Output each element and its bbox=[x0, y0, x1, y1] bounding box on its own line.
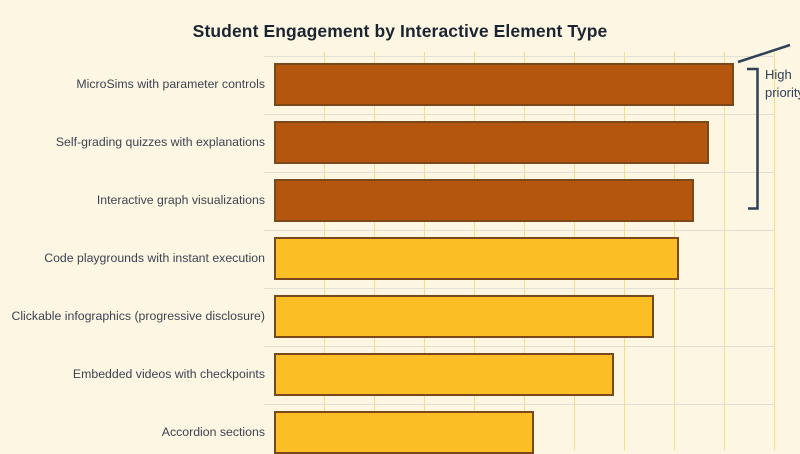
category-label: Interactive graph visualizations bbox=[96, 192, 265, 207]
gridline-horizontal bbox=[264, 229, 775, 231]
gridline-horizontal bbox=[264, 55, 775, 57]
gridline-vertical bbox=[774, 52, 775, 450]
category-label: MicroSims with parameter controls bbox=[76, 76, 265, 91]
category-label: Accordion sections bbox=[161, 424, 265, 439]
annotation-label: High priority bbox=[765, 66, 800, 101]
bar bbox=[274, 121, 709, 164]
category-label: Code playgrounds with instant execution bbox=[44, 250, 265, 265]
gridline-horizontal bbox=[264, 171, 775, 173]
annotation-bracket bbox=[747, 67, 759, 210]
bar bbox=[274, 63, 734, 106]
gridline-horizontal bbox=[264, 403, 775, 405]
category-label: Self-grading quizzes with explanations bbox=[55, 134, 265, 149]
bar bbox=[274, 295, 654, 338]
gridline-horizontal bbox=[264, 345, 775, 347]
category-label: Embedded videos with checkpoints bbox=[72, 366, 265, 381]
category-label: Clickable infographics (progressive disc… bbox=[11, 308, 265, 323]
bar bbox=[274, 179, 694, 222]
annotation-label-line: priority bbox=[765, 84, 800, 100]
annotation-leader-line bbox=[737, 43, 791, 64]
gridline-horizontal bbox=[264, 287, 775, 289]
bar bbox=[274, 353, 614, 396]
annotation-label-line: High bbox=[765, 67, 792, 82]
bar bbox=[274, 237, 679, 280]
gridline-vertical bbox=[724, 52, 725, 450]
bar bbox=[274, 411, 534, 454]
gridline-horizontal bbox=[264, 113, 775, 115]
chart-title: Student Engagement by Interactive Elemen… bbox=[192, 21, 608, 41]
